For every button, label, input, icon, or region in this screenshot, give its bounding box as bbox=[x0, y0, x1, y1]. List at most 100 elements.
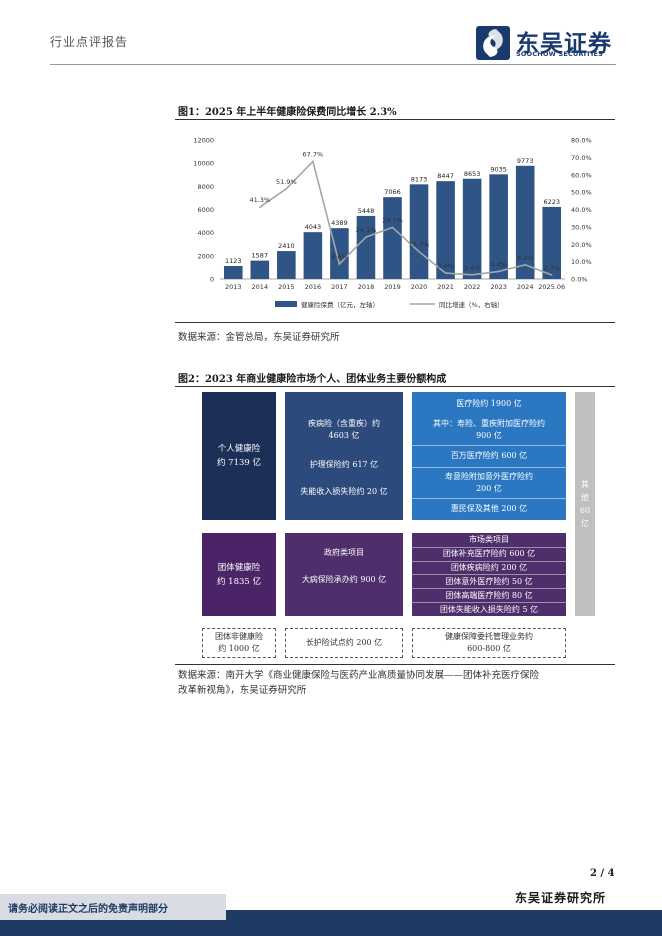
disability-income-item: 失能收入损失险约 20 亿 bbox=[300, 487, 388, 496]
figure1-chart: 0 2000 4000 6000 8000 10000 12000 0.0% 10.0% 20.0… bbox=[193, 137, 592, 310]
brand-logo-icon bbox=[476, 26, 510, 60]
footer-disclaimer-bg bbox=[0, 894, 226, 920]
growth-rate-point bbox=[391, 226, 394, 229]
brand-name-en: SOOCHOW SECURITIES bbox=[516, 50, 604, 58]
group-high-end-medical-item: 团体高端医疗险约 80 亿 bbox=[412, 588, 566, 602]
premium-bar-label: 1123 bbox=[225, 257, 242, 265]
y-left-tick-label: 4000 bbox=[197, 229, 214, 237]
premium-bar bbox=[250, 260, 270, 279]
y-right-tick-label: 70.0% bbox=[571, 154, 592, 162]
footer-disclaimer: 请务必阅读正文之后的免责声明部分 bbox=[8, 904, 168, 915]
major-illness-item: 大病保险承办约 900 亿 bbox=[301, 575, 387, 584]
premium-bar-label: 8173 bbox=[411, 175, 428, 183]
page-number: 2 / 4 bbox=[590, 868, 615, 879]
growth-rate-point bbox=[497, 270, 500, 273]
premium-bar bbox=[489, 174, 508, 279]
x-tick-label: 2015 bbox=[278, 283, 295, 291]
legend-premium-label: 健康险保费（亿元，左轴） bbox=[301, 300, 379, 309]
growth-rate-point bbox=[418, 250, 420, 253]
premium-bar bbox=[330, 228, 349, 279]
header-divider bbox=[50, 64, 616, 65]
x-tick-label: 2013 bbox=[225, 283, 242, 291]
nursing-insurance-item: 护理保险约 617 亿 bbox=[309, 460, 379, 469]
premium-bar-label: 2410 bbox=[278, 242, 295, 250]
y-right-tick-label: 50.0% bbox=[571, 189, 592, 197]
growth-rate-point bbox=[550, 274, 553, 276]
growth-rate-point bbox=[471, 274, 473, 276]
growth-rate-label: 67.7% bbox=[303, 150, 324, 158]
brand-name-cn: 东吴证券 bbox=[516, 31, 612, 57]
growth-rate-label: 2.3% bbox=[543, 264, 560, 272]
premium-bar-label: 9773 bbox=[517, 157, 534, 165]
premium-bar bbox=[436, 181, 455, 279]
figure2-title: 图2：2023 年商业健康险市场个人、团体业务主要份额构成 bbox=[178, 374, 447, 385]
growth-rate-label: 41.3% bbox=[249, 196, 270, 204]
growth-rate-line bbox=[259, 159, 552, 276]
medical-insurance-total: 医疗险约 1900 亿 bbox=[456, 398, 522, 408]
figure1-top-rule bbox=[175, 119, 615, 120]
health-management-box: 健康保障委托管理业务约 600-800 亿 bbox=[412, 628, 566, 658]
market-projects-box: 市场类项目 团体补充医疗险约 600 亿 团体疾病险约 200 亿 团体意外医疗… bbox=[412, 533, 566, 616]
medical-insurance-box: 医疗险约 1900 亿 其中：寿险、重疾附加医疗险约 900 亿 百万医疗险约 6… bbox=[412, 392, 566, 520]
growth-rate-point bbox=[365, 236, 367, 238]
x-tick-label: 2024 bbox=[517, 283, 534, 291]
premium-bar-label: 4389 bbox=[331, 219, 348, 227]
y-right-tick-label: 60.0% bbox=[571, 171, 592, 179]
x-tick-label: 2020 bbox=[411, 283, 428, 291]
growth-rate-label: 3.4% bbox=[437, 262, 454, 270]
growth-rate-label: 4.4% bbox=[490, 260, 507, 268]
long-term-care-pilot-box: 长护险试点约 200 亿 bbox=[285, 628, 403, 658]
growth-rate-label: 2.4% bbox=[464, 264, 481, 272]
premium-bar-label: 4043 bbox=[305, 223, 322, 231]
y-left-tick-label: 8000 bbox=[197, 183, 214, 191]
growth-rate-point bbox=[444, 272, 447, 274]
personal-health-box: 个人健康险约 7139 亿 bbox=[202, 392, 276, 520]
x-tick-label: 2021 bbox=[437, 283, 454, 291]
growth-rate-point bbox=[259, 206, 261, 209]
x-tick-label: 2025.06 bbox=[538, 283, 565, 291]
government-projects-box: 政府类项目 大病保险承办约 900 亿 bbox=[285, 533, 403, 616]
premium-bar-label: 8653 bbox=[464, 170, 481, 178]
premium-bar bbox=[303, 232, 323, 279]
group-non-health-box: 团体非健康险约 1000 亿 bbox=[202, 628, 276, 658]
growth-rate-label: 8.2% bbox=[517, 254, 534, 262]
legend-growth-label: 同比增速（%，右轴） bbox=[439, 300, 504, 309]
premium-bar bbox=[383, 197, 402, 279]
x-tick-label: 2022 bbox=[464, 283, 481, 291]
figure1-source: 数据来源：金管总局，东吴证券研究所 bbox=[178, 332, 340, 343]
premium-bar bbox=[277, 251, 296, 279]
group-disability-income-item: 团体失能收入损失险约 5 亿 bbox=[412, 602, 566, 616]
y-right-tick-label: 10.0% bbox=[571, 258, 592, 266]
figure2-source: 数据来源：南开大学《商业健康保险与医药产业高质量协同发展——团体补充医疗保险 改… bbox=[178, 670, 540, 696]
y-left-tick-label: 6000 bbox=[197, 206, 214, 214]
growth-rate-label: 8.6% bbox=[331, 253, 348, 261]
x-tick-label: 2019 bbox=[384, 283, 401, 291]
premium-bar bbox=[515, 165, 535, 279]
growth-rate-point bbox=[285, 188, 288, 190]
huiminbao-item: 惠民保及其他 200 亿 bbox=[412, 497, 566, 520]
growth-rate-label: 29.7% bbox=[382, 216, 403, 224]
y-right-tick-label: 40.0% bbox=[571, 206, 592, 214]
figure1-bottom-rule bbox=[175, 322, 615, 323]
premium-bar-label: 6223 bbox=[543, 198, 560, 206]
growth-rate-point bbox=[312, 160, 314, 163]
legend-premium-swatch bbox=[275, 301, 297, 307]
x-tick-label: 2017 bbox=[331, 283, 348, 291]
group-health-box: 团体健康险约 1835 亿 bbox=[202, 533, 276, 616]
accident-medical-item: 寿意险附加意外医疗险约 200 亿 bbox=[412, 467, 566, 497]
personal-mid-box: 疾病险（含重疾）约 4603 亿 护理保险约 617 亿 失能收入损失险约 20… bbox=[285, 392, 403, 520]
premium-bar-label: 9035 bbox=[490, 165, 507, 173]
footer-org: 东吴证券研究所 bbox=[515, 891, 607, 905]
x-tick-label: 2023 bbox=[490, 283, 507, 291]
growth-rate-label: 15.7% bbox=[409, 241, 430, 249]
premium-bar-label: 7066 bbox=[384, 188, 401, 196]
brand-logo: 东吴证券 SOOCHOW SECURITIES bbox=[476, 26, 616, 62]
figure1-title: 图1：2025 年上半年健康险保费同比增长 2.3% bbox=[178, 107, 397, 118]
x-tick-label: 2016 bbox=[305, 283, 322, 291]
y-right-tick-label: 30.0% bbox=[571, 223, 592, 231]
growth-rate-point bbox=[338, 263, 341, 265]
million-medical-item: 百万医疗险约 600 亿 bbox=[412, 444, 566, 467]
market-projects-label: 市场类项目 bbox=[469, 535, 509, 545]
group-accident-medical-item: 团体意外医疗险约 50 亿 bbox=[412, 574, 566, 588]
y-right-tick-label: 0.0% bbox=[571, 276, 588, 284]
